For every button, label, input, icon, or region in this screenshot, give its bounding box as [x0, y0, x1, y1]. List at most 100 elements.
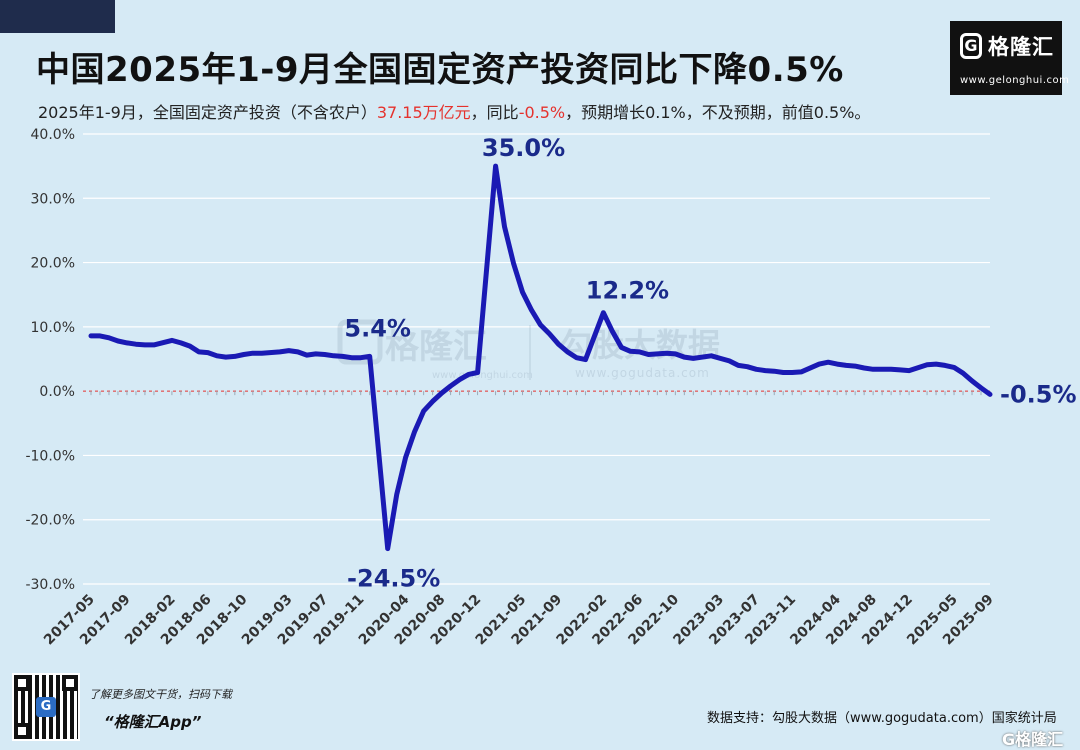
qr-logo-icon: G: [36, 697, 56, 717]
data-point: [800, 370, 803, 374]
data-point: [584, 358, 587, 361]
data-point: [871, 368, 875, 371]
data-point: [242, 353, 246, 356]
logo-name: 格隆汇: [988, 35, 1054, 59]
top-accent-bar: [0, 0, 115, 33]
data-point: [620, 346, 623, 349]
data-point: [934, 362, 938, 366]
data-point: [629, 350, 632, 353]
data-point: [350, 356, 353, 359]
data-point: [413, 430, 416, 433]
data-point: [844, 364, 848, 367]
data-point: [638, 350, 641, 354]
data-point: [341, 355, 344, 358]
data-point: [575, 356, 578, 359]
watermark-right-url: www.gogudata.com: [575, 366, 710, 380]
data-point: [521, 290, 524, 294]
data-point: [853, 364, 857, 368]
axis-layer: 40.0% 30.0% 20.0% 10.0% 0.0% -10.0% -20.0% -30.…: [25, 127, 996, 648]
data-point: [791, 371, 794, 374]
data-point: [287, 349, 290, 352]
y-tick-label: 0.0%: [39, 384, 75, 400]
logo-url: www.gelonghui.com: [960, 75, 1070, 86]
data-point: [737, 364, 740, 367]
data-point: [674, 352, 677, 356]
data-point: [89, 334, 93, 338]
data-point: [952, 366, 956, 369]
watermark-left-url: www.gelonghui.com: [432, 370, 533, 381]
data-point: [422, 409, 425, 413]
data-point: [332, 354, 335, 357]
qr-code[interactable]: G: [12, 673, 80, 741]
subtitle-text-2: ，同比: [470, 103, 519, 122]
data-point: [215, 354, 219, 357]
data-point: [368, 355, 371, 358]
data-point: [961, 371, 965, 375]
y-tick-label: 20.0%: [31, 256, 75, 272]
data-point: [530, 308, 533, 312]
data-point: [494, 164, 497, 168]
page-subtitle: 2025年1-9月，全国固定资产投资（不含农户）37.15万亿元，同比-0.5%…: [38, 99, 870, 123]
data-point: [539, 323, 542, 327]
page-title: 中国2025年1-9月全国固定资产投资同比下降0.5%: [36, 50, 844, 90]
y-tick-label: 10.0%: [31, 320, 75, 336]
data-point: [305, 353, 308, 357]
data-point: [98, 334, 102, 338]
data-point: [611, 330, 614, 333]
logo-g-icon: G: [960, 33, 982, 59]
data-point: [314, 352, 317, 356]
data-point: [943, 364, 947, 367]
data-point: [889, 368, 893, 371]
subtitle-text-3: ，预期增长0.1%，不及预期，前值0.5%。: [565, 103, 871, 122]
subtitle-text-1: 2025年1-9月，全国固定资产投资（不含农户）: [38, 103, 377, 122]
data-point: [134, 343, 138, 346]
data-point: [170, 339, 174, 342]
brand-logo: G 格隆汇 www.gelonghui.com: [950, 21, 1070, 95]
data-point: [449, 384, 452, 388]
data-point: [125, 341, 129, 345]
data-point: [817, 362, 821, 366]
data-point: [188, 344, 192, 348]
data-point: [458, 378, 461, 381]
data-point: [503, 225, 506, 228]
data-point: [835, 362, 839, 366]
data-point: [683, 355, 686, 359]
subtitle-growth: -0.5%: [518, 103, 566, 122]
data-point: [395, 493, 398, 496]
series-layer: [88, 163, 993, 552]
watermark-left-name: 格隆汇: [385, 327, 487, 367]
data-point: [233, 355, 237, 358]
promo-text: 了解更多图文干货，扫码下载: [89, 688, 232, 701]
data-point: [278, 350, 281, 354]
data-point: [746, 365, 749, 368]
data-point: [359, 356, 362, 359]
data-point: [116, 339, 120, 343]
y-tick-label: -30.0%: [25, 577, 75, 593]
y-tick-label: -20.0%: [25, 513, 75, 529]
data-label: 12.2%: [586, 277, 669, 305]
data-point: [260, 352, 264, 355]
data-point: [179, 341, 183, 345]
qr-corner-tl: [14, 675, 30, 691]
data-point: [656, 352, 659, 356]
data-point: [665, 352, 668, 355]
grid-layer: [83, 133, 990, 585]
y-tick-label: 30.0%: [31, 191, 75, 207]
subtitle-amount: 37.15万亿元: [376, 103, 471, 122]
data-label: 5.4%: [344, 314, 411, 342]
data-point: [107, 336, 111, 339]
data-point: [404, 456, 407, 459]
data-point: [143, 343, 147, 347]
data-point: [548, 332, 551, 336]
data-point: [512, 262, 515, 265]
promo-app-name: “格隆汇App”: [104, 713, 202, 731]
data-point: [782, 371, 785, 374]
data-point: [251, 352, 255, 355]
data-point: [557, 343, 560, 346]
data-point: [566, 350, 569, 354]
data-point: [386, 547, 389, 550]
data-point: [476, 371, 479, 374]
data-point: [602, 311, 605, 314]
y-tick-label: -10.0%: [25, 448, 75, 464]
